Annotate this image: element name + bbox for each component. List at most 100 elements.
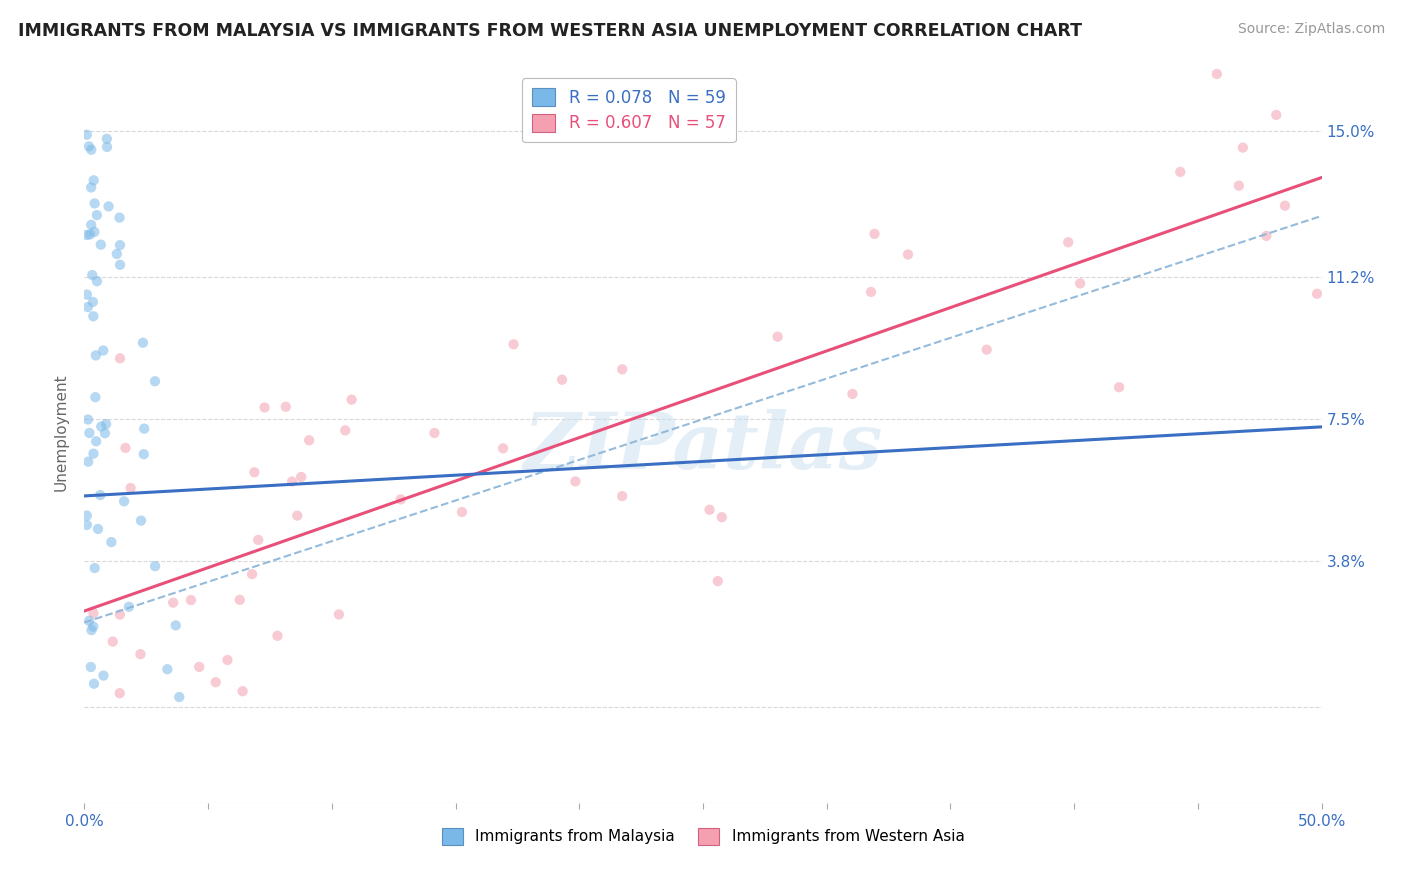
- Point: [229, 592, 252, 607]
- Point: [82, 619, 104, 633]
- Point: [93, 668, 115, 682]
- Point: [82, 606, 104, 620]
- Point: [285, 508, 308, 523]
- Point: [1306, 286, 1329, 301]
- Point: [77, 412, 100, 426]
- Point: [96, 132, 118, 146]
- Point: [90, 237, 112, 252]
- Point: [100, 535, 122, 549]
- Text: ZIPatlas: ZIPatlas: [523, 409, 883, 485]
- Point: [335, 423, 357, 437]
- Point: [232, 684, 254, 698]
- Point: [112, 494, 135, 508]
- Point: [76, 227, 98, 242]
- Point: [162, 596, 184, 610]
- Point: [274, 400, 297, 414]
- Point: [129, 514, 152, 528]
- Point: [976, 343, 998, 357]
- Point: [80, 660, 103, 674]
- Point: [105, 247, 128, 261]
- Point: [76, 517, 98, 532]
- Point: [1227, 178, 1250, 193]
- Point: [1057, 235, 1080, 250]
- Point: [612, 489, 634, 503]
- Point: [240, 567, 263, 582]
- Point: [82, 447, 104, 461]
- Point: [94, 426, 117, 441]
- Legend: Immigrants from Malaysia, Immigrants from Western Asia: Immigrants from Malaysia, Immigrants fro…: [436, 822, 970, 851]
- Point: [143, 559, 166, 574]
- Point: [108, 686, 131, 700]
- Point: [80, 623, 103, 637]
- Point: [699, 502, 721, 516]
- Point: [564, 475, 586, 489]
- Point: [204, 675, 226, 690]
- Point: [340, 392, 363, 407]
- Point: [80, 180, 103, 194]
- Point: [1256, 228, 1278, 243]
- Point: [91, 343, 114, 358]
- Point: [83, 677, 105, 691]
- Point: [108, 351, 131, 366]
- Point: [77, 455, 100, 469]
- Point: [253, 401, 276, 415]
- Point: [167, 690, 190, 704]
- Point: [114, 441, 136, 455]
- Point: [101, 634, 124, 648]
- Point: [132, 335, 155, 350]
- Point: [841, 387, 863, 401]
- Point: [83, 561, 105, 575]
- Point: [96, 140, 118, 154]
- Point: [281, 475, 304, 489]
- Point: [298, 434, 321, 448]
- Point: [188, 660, 211, 674]
- Point: [180, 593, 202, 607]
- Text: IMMIGRANTS FROM MALAYSIA VS IMMIGRANTS FROM WESTERN ASIA UNEMPLOYMENT CORRELATIO: IMMIGRANTS FROM MALAYSIA VS IMMIGRANTS F…: [18, 22, 1083, 40]
- Point: [87, 522, 110, 536]
- Point: [328, 607, 350, 622]
- Point: [84, 348, 107, 362]
- Point: [120, 481, 142, 495]
- Text: Source: ZipAtlas.com: Source: ZipAtlas.com: [1237, 22, 1385, 37]
- Point: [86, 274, 108, 288]
- Point: [80, 143, 103, 157]
- Point: [1069, 277, 1091, 291]
- Point: [108, 607, 131, 622]
- Point: [83, 225, 105, 239]
- Point: [897, 247, 920, 261]
- Point: [863, 227, 886, 241]
- Point: [492, 442, 515, 456]
- Point: [79, 227, 101, 242]
- Point: [217, 653, 239, 667]
- Point: [551, 373, 574, 387]
- Point: [451, 505, 474, 519]
- Point: [76, 287, 98, 301]
- Point: [77, 614, 100, 628]
- Point: [84, 390, 107, 404]
- Point: [243, 465, 266, 479]
- Point: [1205, 67, 1227, 81]
- Point: [132, 447, 155, 461]
- Point: [860, 285, 883, 299]
- Point: [423, 425, 446, 440]
- Point: [165, 618, 187, 632]
- Y-axis label: Unemployment: Unemployment: [53, 374, 69, 491]
- Point: [94, 417, 117, 431]
- Point: [76, 508, 98, 523]
- Point: [108, 211, 131, 225]
- Point: [156, 662, 179, 676]
- Point: [247, 533, 270, 547]
- Point: [266, 629, 288, 643]
- Point: [1232, 140, 1254, 154]
- Point: [389, 492, 412, 507]
- Point: [710, 510, 733, 524]
- Point: [502, 337, 524, 351]
- Point: [766, 329, 789, 343]
- Point: [90, 419, 112, 434]
- Point: [83, 196, 105, 211]
- Point: [97, 199, 120, 213]
- Point: [129, 647, 152, 661]
- Point: [77, 139, 100, 153]
- Point: [134, 422, 156, 436]
- Point: [1168, 165, 1191, 179]
